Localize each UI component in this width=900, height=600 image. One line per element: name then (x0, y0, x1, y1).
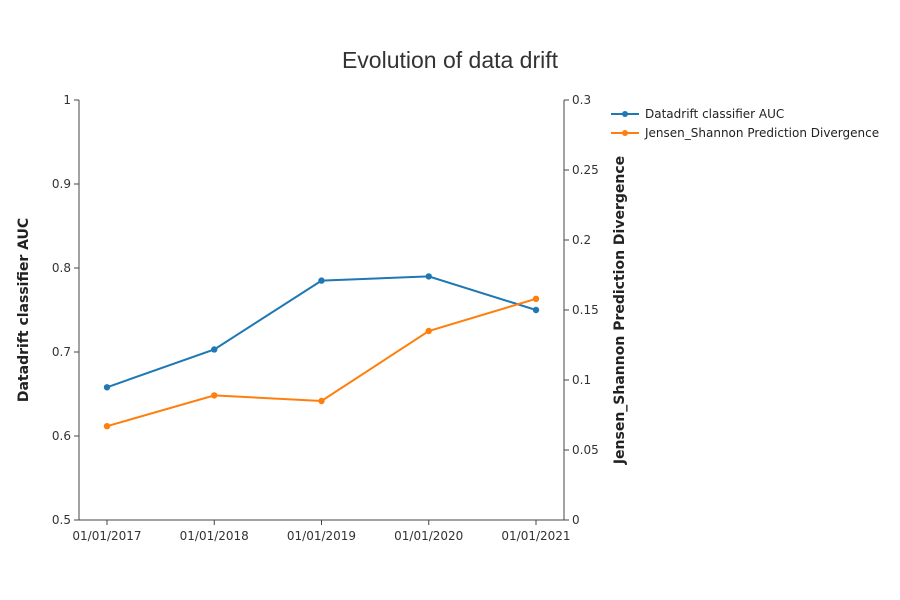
series-2 (103, 295, 540, 430)
data-point[interactable] (211, 392, 218, 399)
legend-marker (622, 130, 628, 136)
series-layer (103, 273, 540, 430)
data-point[interactable] (532, 295, 540, 302)
right-axis-tick-label: 0.15 (572, 303, 599, 317)
legend-item[interactable]: Jensen_Shannon Prediction Divergence (611, 126, 879, 140)
legend-item[interactable]: Datadrift classifier AUC (611, 107, 784, 121)
left-y-axis-title: Datadrift classifier AUC (16, 218, 32, 402)
data-point[interactable] (211, 346, 218, 353)
x-axis: 01/01/2017 01/01/2018 01/01/2019 01/01/2020… (72, 519, 571, 543)
right-axis-tick-label: 0.2 (572, 233, 591, 247)
x-axis-tick-label: 01/01/2019 (287, 529, 356, 543)
x-axis-tick-label: 01/01/2017 (72, 529, 141, 543)
series-line (106, 297, 537, 428)
x-axis-tick-label: 01/01/2021 (501, 529, 570, 543)
legend-label: Jensen_Shannon Prediction Divergence (644, 126, 879, 140)
legend[interactable]: Datadrift classifier AUC Jensen_Shannon P… (611, 107, 879, 140)
data-point[interactable] (532, 306, 540, 314)
right-axis-tick-label: 0.3 (572, 93, 591, 107)
left-axis-tick-label: 1 (63, 93, 71, 107)
left-axis-tick-label: 0.7 (52, 345, 71, 359)
data-point[interactable] (103, 384, 111, 391)
legend-marker (622, 111, 628, 117)
x-axis-tick-label: 01/01/2020 (394, 529, 463, 543)
left-axis-tick-label: 0.5 (52, 513, 71, 527)
series-line (106, 275, 537, 389)
chart-title: Evolution of data drift (342, 47, 559, 73)
left-y-axis: 1 0.9 0.8 0.7 0.6 0.5 (52, 93, 80, 527)
data-point[interactable] (318, 277, 325, 284)
right-axis-tick-label: 0.1 (572, 373, 591, 387)
left-axis-tick-label: 0.9 (52, 177, 71, 191)
data-point[interactable] (318, 397, 325, 405)
left-axis-tick-label: 0.6 (52, 429, 71, 443)
right-axis-tick-label: 0.05 (572, 443, 599, 457)
right-axis-tick-label: 0 (572, 513, 580, 527)
data-point[interactable] (103, 423, 111, 430)
data-point[interactable] (425, 273, 432, 280)
series-1 (103, 273, 540, 391)
right-y-axis: 0.3 0.25 0.2 0.15 0.1 0.05 0 (563, 93, 599, 527)
right-y-axis-title: Jensen_Shannon Prediction Divergence (612, 156, 628, 465)
data-point[interactable] (425, 327, 432, 335)
legend-label: Datadrift classifier AUC (645, 107, 784, 121)
left-axis-tick-label: 0.8 (52, 261, 71, 275)
x-axis-tick-label: 01/01/2018 (180, 529, 249, 543)
right-axis-tick-label: 0.25 (572, 163, 599, 177)
